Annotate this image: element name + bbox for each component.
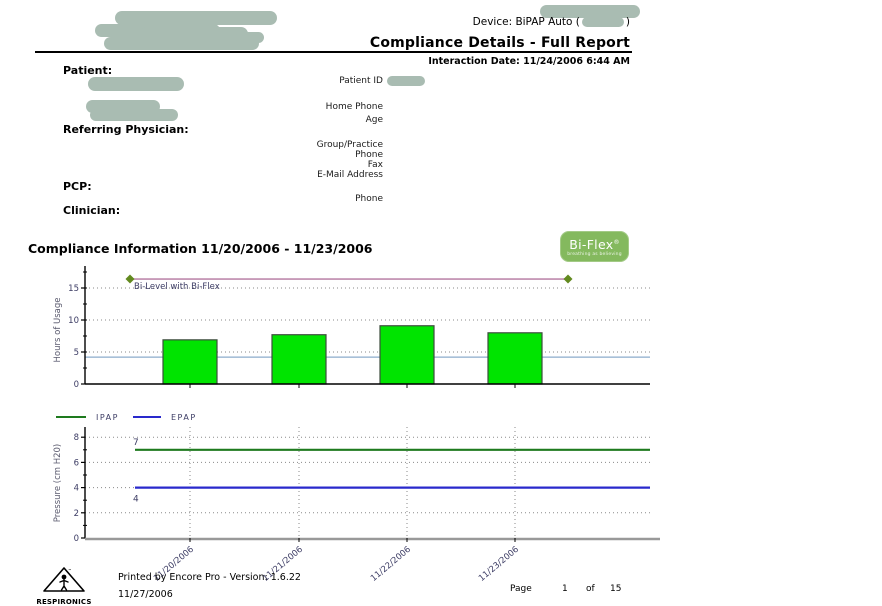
legend-label-epap: EPAP [171, 413, 197, 422]
redacted-patient-address [90, 109, 178, 121]
ipap-value-label: 7 [133, 438, 139, 448]
page-title: Compliance Details - Full Report [369, 35, 630, 51]
patient-id-label: Patient ID [339, 76, 383, 86]
usage-bar [271, 334, 327, 385]
title-divider [35, 51, 632, 53]
y-tick-label: 5 [74, 348, 79, 358]
home-phone-label: Home Phone [325, 102, 383, 112]
pcp-label: PCP: [63, 180, 92, 193]
usage-bar [487, 332, 543, 385]
device-label-close: ) [625, 16, 630, 28]
y-tick-label: 0 [74, 534, 79, 544]
referring-physician-label: Referring Physician: [63, 123, 189, 136]
of-label: of [586, 584, 595, 594]
printed-by: Printed by Encore Pro - Version: 1.6.22 [118, 572, 301, 583]
phone-label: Phone [355, 150, 383, 160]
biflex-logo: Bi-Flex® breathing as believing [560, 231, 629, 262]
redacted-serial [581, 17, 624, 27]
pcp-phone-label: Phone [355, 194, 383, 204]
y-tick-label: 8 [74, 433, 79, 443]
mode-line-label: Bi-Level with Bi-Flex [134, 282, 220, 292]
page-label: Page [510, 584, 532, 594]
redacted-patient-name [88, 77, 184, 91]
clinician-label: Clinician: [63, 204, 121, 217]
print-date: 11/27/2006 [118, 589, 173, 600]
date-label: 11/22/2006 [369, 545, 413, 581]
mode-line-diamond-marker [563, 274, 573, 284]
device-label: Device: BiPAP Auto ( [472, 16, 580, 28]
y-axis-title: Hours of Usage [53, 298, 63, 363]
epap-value-label: 4 [133, 495, 139, 505]
y-tick-label: 10 [68, 316, 79, 326]
redacted-patient-id [387, 76, 425, 86]
fax-label: Fax [367, 160, 383, 170]
redacted-header-block [104, 37, 259, 50]
page-total: 15 [610, 584, 622, 594]
page-indicator: Page 1 of 15 [510, 584, 640, 594]
page-number: 1 [562, 584, 568, 594]
usage-bar [379, 325, 435, 385]
patient-label: Patient: [63, 64, 113, 77]
mode-line-diamond-marker [125, 274, 135, 284]
email-label: E-Mail Address [317, 170, 383, 180]
age-label: Age [365, 115, 383, 125]
y-tick-label: 2 [74, 509, 79, 519]
respironics-triangle-icon: ™ [43, 567, 85, 592]
respironics-logo: ™ RESPIRONICS [33, 566, 95, 606]
svg-text:™: ™ [68, 568, 72, 573]
biflex-logo-tagline: breathing as believing [567, 252, 622, 258]
y-tick-label: 4 [74, 484, 79, 494]
y-tick-label: 0 [74, 380, 79, 390]
y-tick-label: 6 [74, 458, 79, 468]
redacted-header-block [115, 11, 277, 25]
date-label: 11/23/2006 [477, 545, 521, 581]
y-tick-label: 15 [68, 284, 79, 294]
respironics-wordmark: RESPIRONICS [36, 598, 92, 606]
redacted-header-block [236, 32, 264, 43]
interaction-date: Interaction Date: 11/24/2006 6:44 AM [428, 56, 630, 67]
group-practice-label: Group/Practice [316, 140, 383, 150]
biflex-logo-name: Bi-Flex® [569, 237, 620, 253]
y-axis-title: Pressure (cm H20) [53, 444, 63, 523]
usage-bar [162, 339, 218, 385]
section-title: Compliance Information 11/20/2006 - 11/2… [28, 241, 373, 256]
device-line: Device: BiPAP Auto ( ) [473, 16, 630, 28]
redacted-device-id [540, 5, 640, 18]
legend-label-ipap: IPAP [96, 413, 119, 422]
hours-of-usage-chart: Bi-Level with Bi-Flex 0 5 10 15 Hours of Usag… [53, 266, 650, 390]
